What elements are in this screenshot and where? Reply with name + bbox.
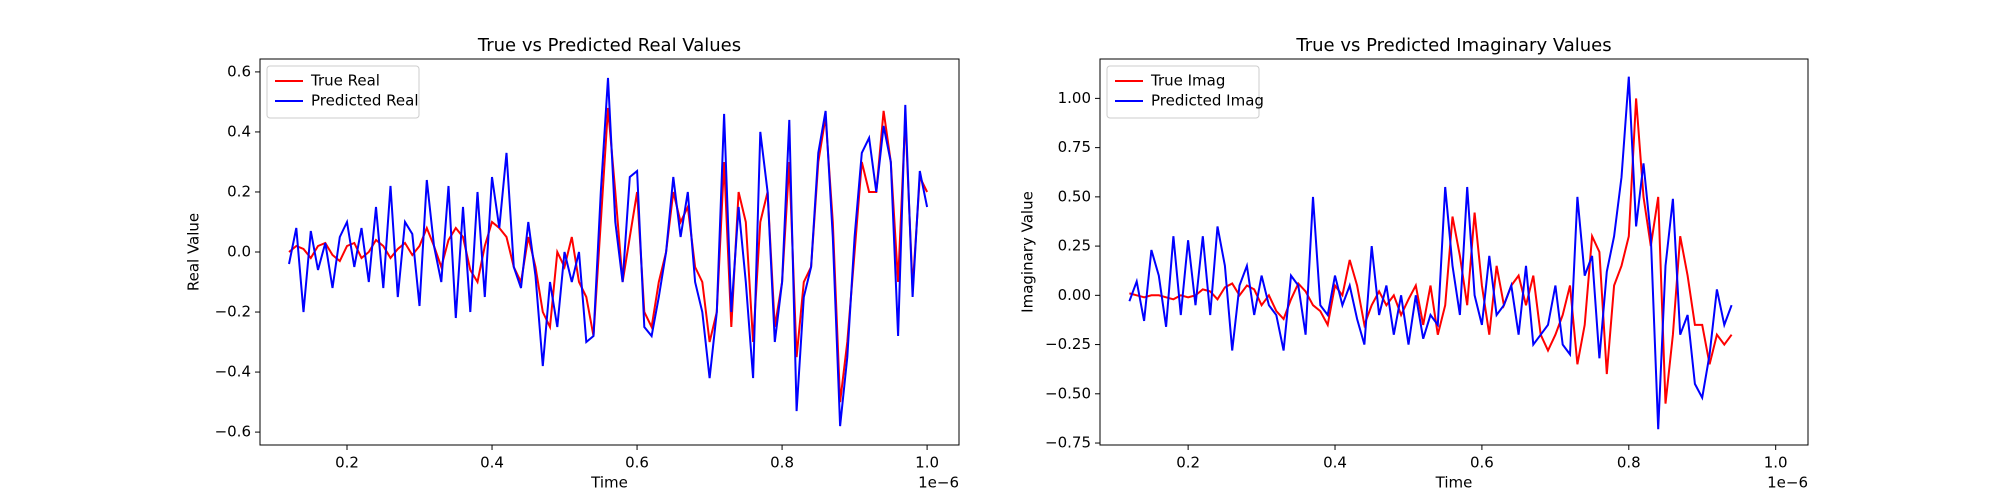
x-tick-label: 1.0 <box>915 454 939 472</box>
y-tick-label: −0.25 <box>1045 335 1091 353</box>
y-tick-label: 0.2 <box>227 182 251 200</box>
x-tick-label: 0.6 <box>1470 454 1494 472</box>
offset-text: 1e−6 <box>1767 474 1808 492</box>
y-tick-label: 0.0 <box>227 243 251 261</box>
x-axis-label: Time <box>590 474 628 492</box>
data-line <box>1129 98 1733 404</box>
y-tick-label: 0.00 <box>1058 286 1091 304</box>
x-tick-label: 0.2 <box>1176 454 1200 472</box>
legend-label: True Imag <box>1150 72 1225 90</box>
y-axis-label: Real Value <box>185 213 203 291</box>
y-tick-label: 0.75 <box>1058 138 1091 156</box>
x-tick-label: 0.2 <box>335 454 359 472</box>
y-axis-label: Imaginary Value <box>1019 191 1037 313</box>
legend: True Real Predicted Real <box>266 65 420 119</box>
legend: True Imag Predicted Imag <box>1106 65 1264 119</box>
y-tick-label: 0.6 <box>227 62 251 80</box>
data-line <box>288 77 929 427</box>
x-tick-label: 1.0 <box>1764 454 1788 472</box>
legend-label: Predicted Imag <box>1151 92 1264 110</box>
x-tick-label: 0.8 <box>770 454 794 472</box>
y-tick-label: 1.00 <box>1058 89 1091 107</box>
y-tick-label: 0.50 <box>1058 187 1091 205</box>
chart-title: True vs Predicted Imaginary Values <box>1295 35 1611 56</box>
offset-text: 1e−6 <box>918 474 959 492</box>
legend-box <box>1106 65 1260 119</box>
x-tick-label: 0.8 <box>1617 454 1641 472</box>
x-tick-label: 0.4 <box>1323 454 1347 472</box>
y-tick-label: 0.4 <box>227 122 251 140</box>
x-tick-label: 0.4 <box>480 454 504 472</box>
x-tick-label: 0.6 <box>625 454 649 472</box>
legend-label: Predicted Real <box>311 92 419 110</box>
axes-frame <box>259 58 960 446</box>
y-tick-label: −0.6 <box>215 423 251 441</box>
x-axis-label: Time <box>1435 474 1473 492</box>
y-tick-label: −0.50 <box>1045 384 1091 402</box>
y-tick-label: −0.4 <box>215 363 251 381</box>
y-tick-label: −0.2 <box>215 303 251 321</box>
y-tick-label: 0.25 <box>1058 237 1091 255</box>
chart-title: True vs Predicted Real Values <box>477 35 741 56</box>
legend-label: True Real <box>310 72 380 90</box>
axes-frame <box>1099 58 1809 446</box>
legend-box <box>266 65 420 119</box>
data-line <box>1128 76 1733 430</box>
y-tick-label: −0.75 <box>1045 434 1091 452</box>
